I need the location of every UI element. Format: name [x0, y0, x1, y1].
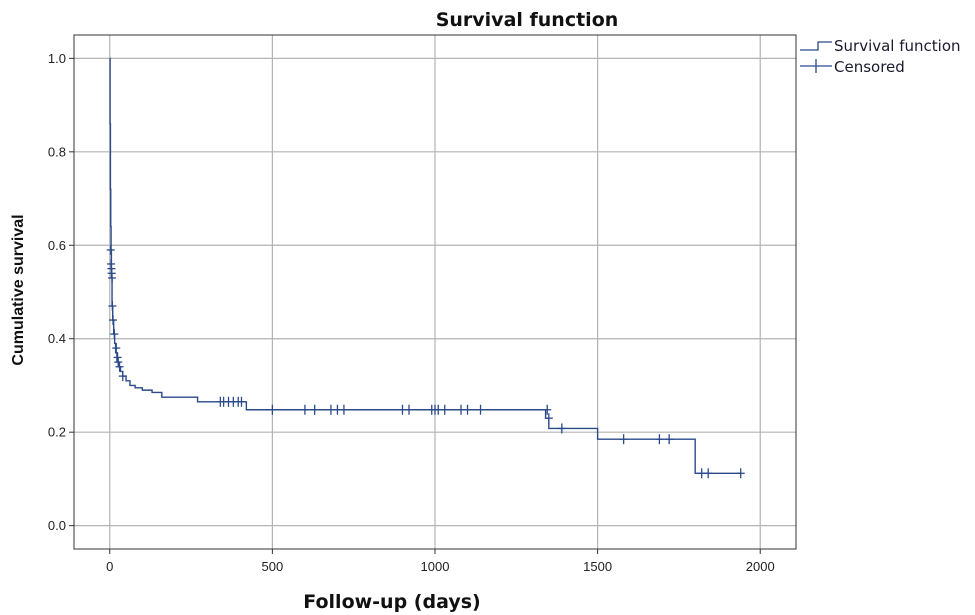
y-tick-label: 1.0: [48, 51, 66, 66]
x-axis-label: Follow-up (days): [303, 591, 480, 613]
x-tick-label: 2000: [746, 559, 775, 574]
x-tick-label: 1500: [583, 559, 612, 574]
legend-censored-label: Censored: [834, 58, 905, 76]
y-tick-label: 0.8: [48, 144, 66, 159]
censored-marks: [106, 244, 745, 479]
y-tick-label: 0.0: [48, 518, 66, 533]
survival-series: [109, 57, 741, 474]
y-tick-label: 0.2: [48, 425, 66, 440]
legend-survival-label: Survival function: [834, 37, 961, 55]
x-tick-label: 0: [106, 559, 113, 574]
y-tick-label: 0.4: [48, 331, 66, 346]
y-axis-ticks: 0.0 0.2 0.4 0.6 0.8 1.0: [48, 51, 74, 533]
y-axis-label: Cumulative survival: [10, 214, 27, 365]
legend: Survival function Censored: [800, 37, 961, 76]
y-tick-label: 0.6: [48, 238, 66, 253]
legend-survival-swatch: [800, 41, 832, 51]
x-tick-label: 1000: [421, 559, 450, 574]
chart-title: Survival function: [436, 9, 619, 31]
x-tick-label: 500: [262, 559, 284, 574]
grid: [74, 35, 796, 549]
x-axis-ticks: 0 500 1000 1500 2000: [106, 549, 775, 574]
survival-curve: [109, 57, 741, 474]
